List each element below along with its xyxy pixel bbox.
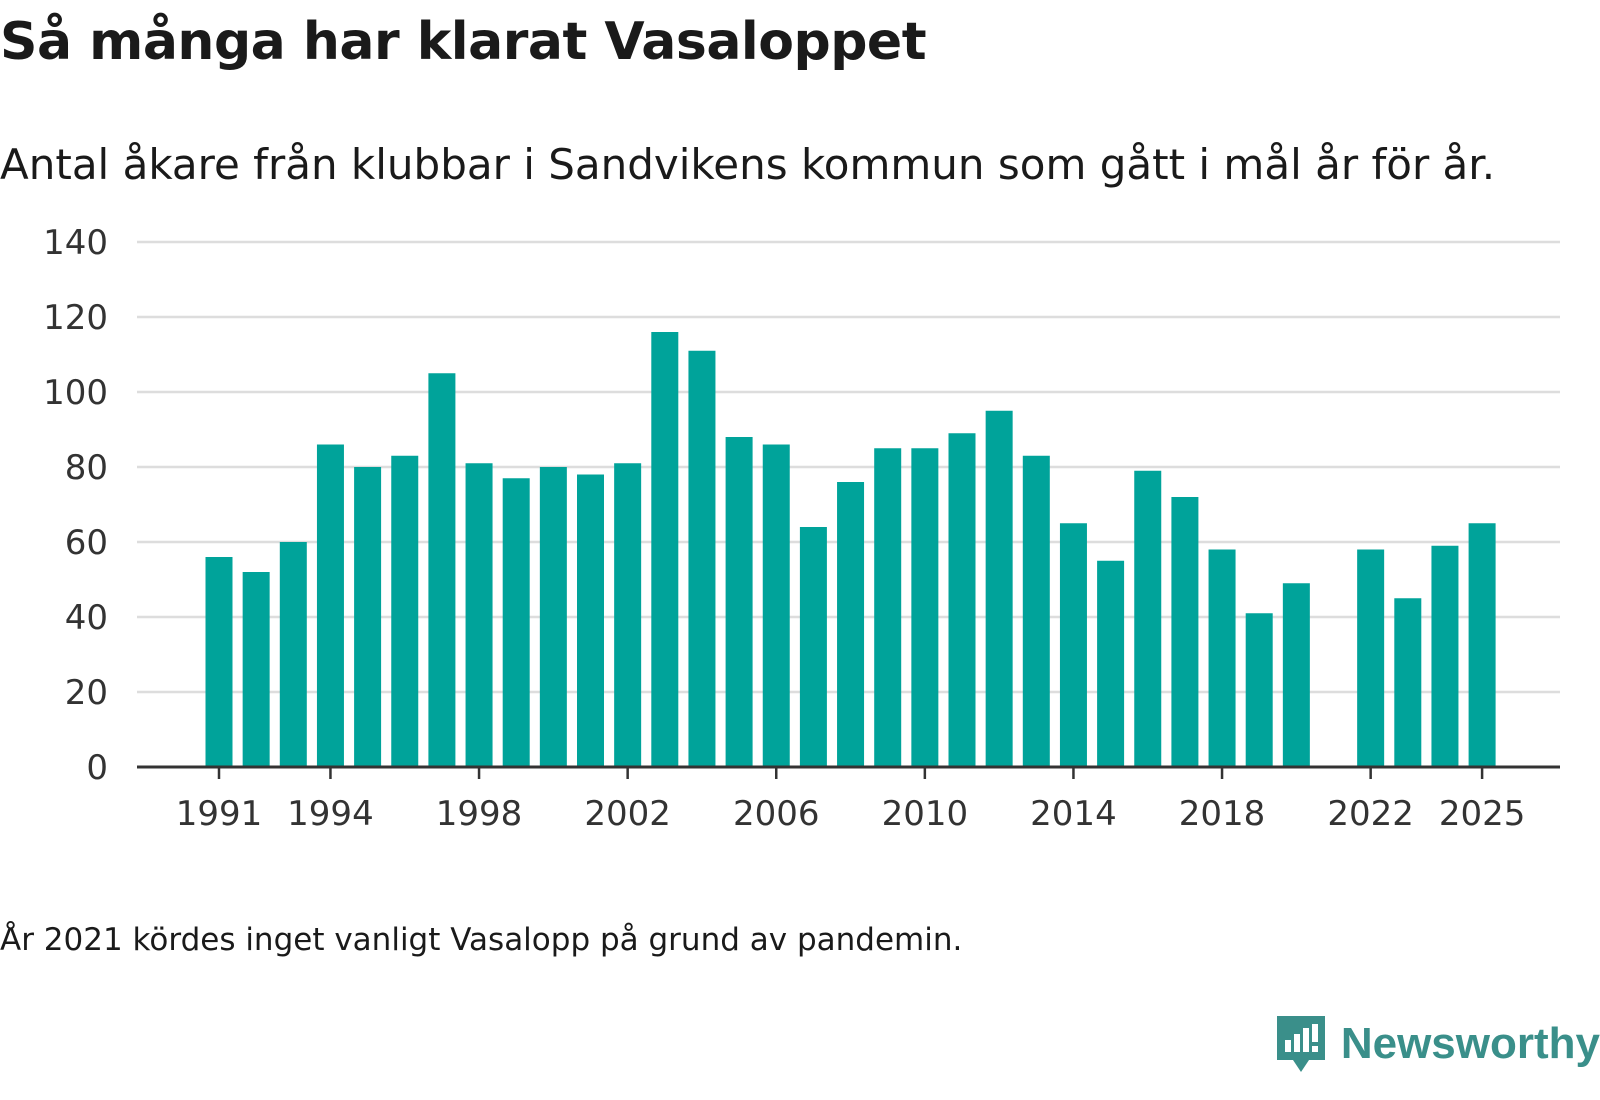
x-tick-label: 1994 bbox=[287, 794, 374, 834]
bar-2011 bbox=[948, 433, 976, 767]
y-tick-label: 0 bbox=[86, 748, 108, 788]
bar-2022 bbox=[1357, 549, 1385, 767]
x-tick-label: 2006 bbox=[733, 794, 820, 834]
bar-2004 bbox=[688, 350, 716, 767]
y-tick-label: 40 bbox=[65, 598, 108, 638]
bar-chart: 0 20 40 60 80 100 120 140 1991 1994 1998 2002 2006 20… bbox=[43, 223, 1560, 834]
bar-2024 bbox=[1431, 545, 1459, 767]
chart-title: Så många har klarat Vasaloppet bbox=[0, 12, 927, 72]
bar-2013 bbox=[1022, 455, 1050, 767]
y-tick-label: 80 bbox=[65, 448, 108, 488]
bar-1994 bbox=[316, 444, 344, 767]
bar-1996 bbox=[391, 455, 419, 767]
bar-2016 bbox=[1134, 470, 1162, 767]
bar-1998 bbox=[465, 463, 493, 767]
bar-2015 bbox=[1097, 560, 1125, 767]
y-tick-label: 20 bbox=[65, 673, 108, 713]
bar-1995 bbox=[354, 467, 382, 767]
bar-2001 bbox=[577, 474, 604, 767]
bar-1993 bbox=[279, 542, 307, 767]
y-tick-label: 60 bbox=[65, 523, 108, 563]
bar-2018 bbox=[1208, 549, 1236, 767]
bar-1991 bbox=[205, 557, 233, 767]
newsworthy-logo-icon bbox=[1276, 1016, 1325, 1072]
bar-2014 bbox=[1059, 523, 1087, 767]
bar-2020 bbox=[1282, 583, 1310, 767]
bar-2008 bbox=[837, 482, 865, 767]
bar-2010 bbox=[911, 448, 939, 767]
bar-2003 bbox=[651, 332, 679, 767]
y-tick-label: 140 bbox=[43, 223, 108, 263]
x-tick-label: 1998 bbox=[436, 794, 523, 834]
x-tick-label: 2025 bbox=[1439, 794, 1526, 834]
bar-2006 bbox=[762, 444, 790, 767]
y-tick-label: 100 bbox=[43, 373, 108, 413]
x-tick-label: 2002 bbox=[584, 794, 671, 834]
x-tick-label: 2022 bbox=[1327, 794, 1414, 834]
brand-name: Newsworthy bbox=[1340, 1019, 1600, 1068]
chart-subtitle: Antal åkare från klubbar i Sandvikens ko… bbox=[0, 140, 1496, 189]
x-tick-label: 2014 bbox=[1030, 794, 1117, 834]
bar-2012 bbox=[985, 410, 1013, 767]
bar-2023 bbox=[1394, 598, 1422, 767]
x-tick-label: 2018 bbox=[1179, 794, 1266, 834]
bar-2000 bbox=[539, 467, 567, 767]
bar-2005 bbox=[725, 437, 753, 767]
footnote: År 2021 kördes inget vanligt Vasalopp på… bbox=[0, 922, 963, 958]
x-tick-label: 1991 bbox=[176, 794, 263, 834]
bar-2017 bbox=[1171, 497, 1199, 767]
brand-logo: Newsworthy bbox=[1273, 1014, 1600, 1074]
bar-2007 bbox=[799, 527, 827, 767]
bar-2002 bbox=[614, 463, 642, 767]
y-tick-label: 120 bbox=[43, 298, 108, 338]
bar-2009 bbox=[874, 448, 902, 767]
bar-2019 bbox=[1245, 613, 1273, 767]
bar-1997 bbox=[428, 373, 456, 767]
x-tick-label: 2010 bbox=[882, 794, 969, 834]
bar-1999 bbox=[502, 478, 530, 767]
bar-2025 bbox=[1468, 523, 1496, 767]
bar-1992 bbox=[242, 572, 270, 767]
